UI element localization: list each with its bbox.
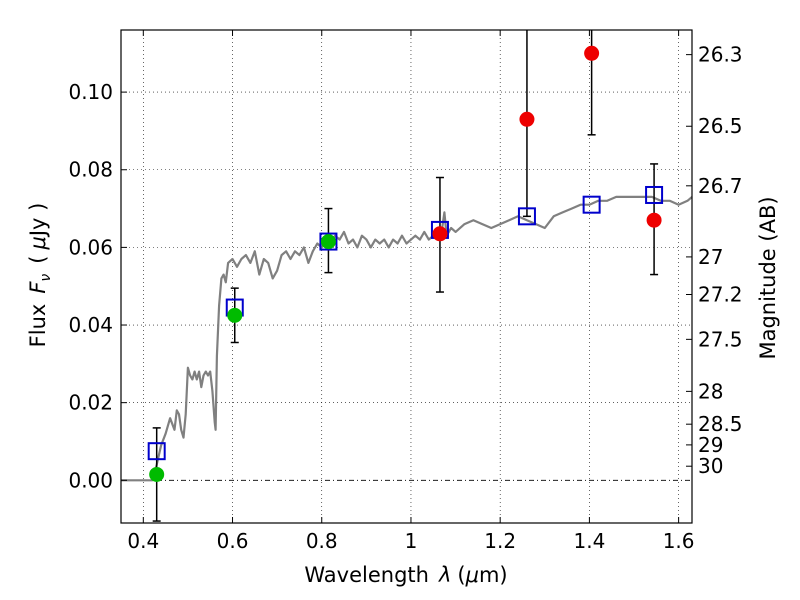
spectrum-group: [121, 195, 693, 482]
mag-tick-label: 26.7: [698, 174, 743, 198]
measurement-point: [646, 212, 662, 228]
model-point: [319, 232, 338, 251]
y-tick-label: 0.00: [68, 468, 113, 492]
y-axis-label-paren: (: [26, 256, 50, 264]
mag-tick-label: 28: [698, 379, 723, 403]
y-axis-label-nu: ν: [38, 274, 54, 282]
y-tick-label: 0.10: [68, 80, 113, 104]
y-tick-label: 0.04: [68, 313, 113, 337]
x-tick-label: 0.6: [217, 529, 249, 553]
mag-tick-label: 26.3: [698, 43, 743, 67]
measurement-point: [519, 111, 535, 127]
mag-tick-label: 27.2: [698, 282, 743, 306]
x-tick-label: 0.8: [306, 529, 338, 553]
spectrum-line: [121, 195, 693, 482]
detection-point: [227, 307, 243, 323]
mag-tick-label: 26.5: [698, 114, 743, 138]
model-point: [645, 185, 664, 204]
mag-tick-label: 27: [698, 245, 723, 269]
y2-axis-label: Magnitude (AB): [756, 196, 780, 359]
x-axis-label-unit: m): [479, 563, 508, 587]
mag-tick-label: 29: [698, 433, 723, 457]
detection-point: [149, 466, 165, 482]
x-axis-label-mu: μ: [465, 563, 479, 587]
mag-tick-label: 30: [698, 454, 723, 478]
model-point: [147, 442, 166, 461]
y-tick-label: 0.06: [68, 235, 113, 259]
grid-lines: [121, 30, 692, 523]
x-tick-label: 1.4: [573, 529, 605, 553]
plot-frame: [120, 29, 693, 524]
y-axis-label-unit: Jy ): [26, 203, 50, 239]
measurement-points-group: [432, 45, 662, 242]
y-axis-label-mu: μ: [26, 236, 50, 250]
detection-points-group: [149, 234, 336, 482]
model-point: [517, 207, 536, 226]
x-tick-label: 1.6: [663, 529, 695, 553]
x-axis-label-text: Wavelength: [304, 563, 429, 587]
y-axis-label-text: Flux: [26, 304, 50, 348]
mag-tick-label: 27.5: [698, 327, 743, 351]
model-points-group: [147, 185, 664, 461]
x-axis-label-lambda: λ: [438, 563, 451, 587]
x-tick-label: 0.4: [127, 529, 159, 553]
y-tick-label: 0.02: [68, 391, 113, 415]
x-tick-label: 1.2: [484, 529, 516, 553]
y-axis-label-F: F: [26, 281, 50, 294]
x-axis-label-paren: (: [457, 563, 465, 587]
error-bars-group: [152, 30, 659, 522]
x-axis-label: Wavelength λ (μm): [304, 563, 507, 587]
model-point: [582, 195, 601, 214]
measurement-point: [432, 226, 448, 242]
y-tick-label: 0.08: [68, 158, 113, 182]
detection-point: [320, 234, 336, 250]
measurement-point: [584, 45, 600, 61]
x-tick-label: 1: [405, 529, 418, 553]
y-axis-label: Flux Fν ( μJy ): [26, 203, 54, 348]
axis-ticks: 0.4 0.6 0.8 1 1.2 1.4 1.6 0.00 0.02 0.04 0.06 0.08 0…: [68, 30, 743, 553]
mag-tick-label: 28.5: [698, 412, 743, 436]
